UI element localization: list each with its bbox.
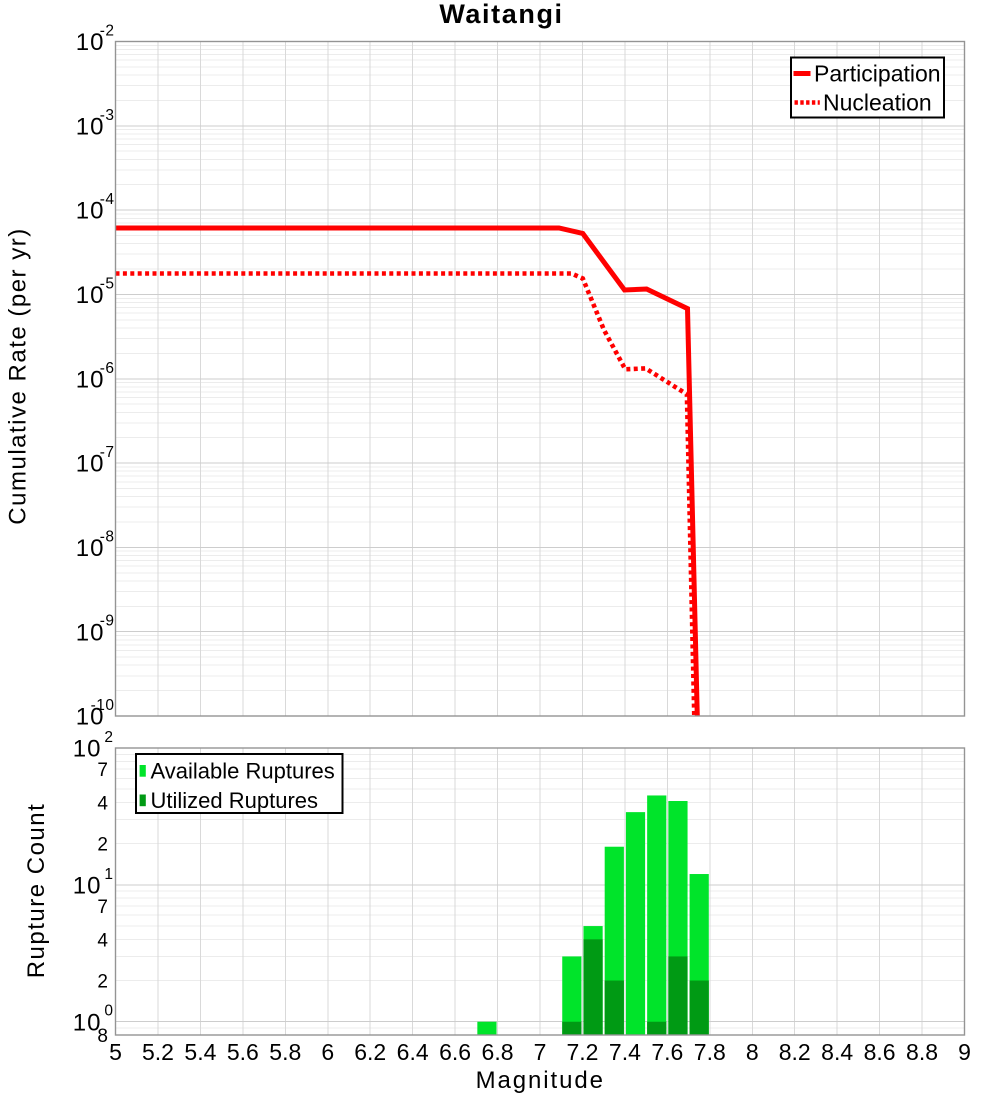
svg-text:8: 8 [746,1039,759,1065]
svg-text:-4: -4 [100,191,115,208]
svg-text:10: 10 [76,282,105,309]
svg-text:10: 10 [76,29,105,56]
svg-text:10: 10 [73,1009,102,1036]
svg-text:2: 2 [97,835,108,856]
svg-text:9: 9 [958,1039,971,1065]
svg-text:5.4: 5.4 [184,1039,216,1065]
svg-text:6.6: 6.6 [439,1039,471,1065]
svg-text:5.6: 5.6 [227,1039,259,1065]
svg-text:5.2: 5.2 [142,1039,174,1065]
svg-text:7.4: 7.4 [609,1039,641,1065]
svg-text:10: 10 [73,872,102,899]
svg-text:0: 0 [104,1003,113,1020]
svg-text:10: 10 [73,736,102,763]
svg-text:6.2: 6.2 [354,1039,386,1065]
svg-text:-5: -5 [100,275,115,292]
svg-text:-3: -3 [100,107,115,124]
svg-text:-9: -9 [100,613,115,630]
svg-text:8.6: 8.6 [864,1039,896,1065]
svg-text:-8: -8 [100,528,115,545]
svg-text:-10: -10 [91,697,115,714]
svg-text:Nucleation: Nucleation [823,90,932,116]
svg-text:6.8: 6.8 [482,1039,514,1065]
svg-text:7.2: 7.2 [566,1039,598,1065]
svg-text:10: 10 [76,535,105,562]
svg-text:7.8: 7.8 [694,1039,726,1065]
svg-text:7.6: 7.6 [651,1039,683,1065]
svg-text:7: 7 [97,760,108,781]
svg-text:Participation: Participation [814,61,941,87]
svg-text:1: 1 [104,866,113,883]
svg-text:10: 10 [76,619,105,646]
svg-text:2: 2 [97,972,108,993]
svg-text:Rupture Count: Rupture Count [23,803,50,979]
svg-text:10: 10 [76,704,105,731]
svg-text:10: 10 [76,366,105,393]
svg-text:Cumulative Rate (per yr): Cumulative Rate (per yr) [5,227,32,524]
svg-text:4: 4 [97,793,108,814]
svg-text:Utilized Ruptures: Utilized Ruptures [151,788,319,813]
svg-text:10: 10 [76,198,105,225]
svg-text:10: 10 [76,451,105,478]
svg-text:Waitangi: Waitangi [439,0,563,29]
svg-text:7: 7 [97,897,108,918]
svg-text:7: 7 [534,1039,547,1065]
svg-text:8.4: 8.4 [821,1039,853,1065]
svg-text:5: 5 [109,1039,122,1065]
svg-text:6.4: 6.4 [397,1039,429,1065]
svg-text:4: 4 [97,930,108,951]
svg-text:-6: -6 [100,360,115,377]
svg-text:-7: -7 [100,444,115,461]
svg-text:5.8: 5.8 [269,1039,301,1065]
svg-text:2: 2 [104,729,113,746]
svg-text:Magnitude: Magnitude [476,1067,605,1094]
svg-text:8.2: 8.2 [779,1039,811,1065]
svg-text:8.8: 8.8 [906,1039,938,1065]
svg-text:10: 10 [76,113,105,140]
svg-text:6: 6 [321,1039,334,1065]
svg-text:-2: -2 [100,23,115,40]
svg-text:Available Ruptures: Available Ruptures [151,759,335,784]
svg-text:8: 8 [97,1026,108,1047]
